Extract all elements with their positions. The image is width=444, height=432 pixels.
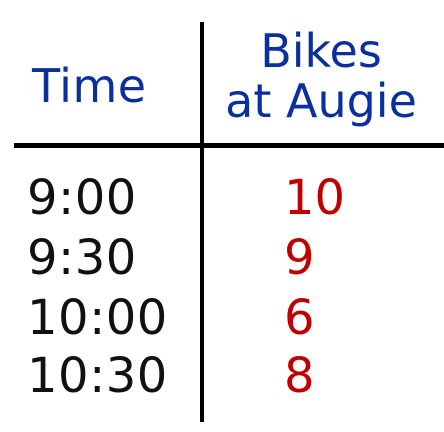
time-column-header: Time <box>32 59 147 113</box>
time-cell: 10:30 <box>27 348 168 404</box>
horizontal-divider <box>14 143 444 148</box>
bike-count-cell: 9 <box>284 230 315 286</box>
time-cell: 9:00 <box>27 170 137 226</box>
bikes-column-header: Bikes at Augie <box>216 26 426 126</box>
time-cell: 9:30 <box>27 230 137 286</box>
bike-count-cell: 6 <box>284 290 315 346</box>
bikes-header-line-1: Bikes <box>260 24 382 78</box>
time-cell: 10:00 <box>27 290 168 346</box>
bikes-header-line-2: at Augie <box>225 74 417 128</box>
bike-count-cell: 10 <box>284 170 346 226</box>
bike-count-cell: 8 <box>284 348 315 404</box>
vertical-divider <box>200 22 204 422</box>
